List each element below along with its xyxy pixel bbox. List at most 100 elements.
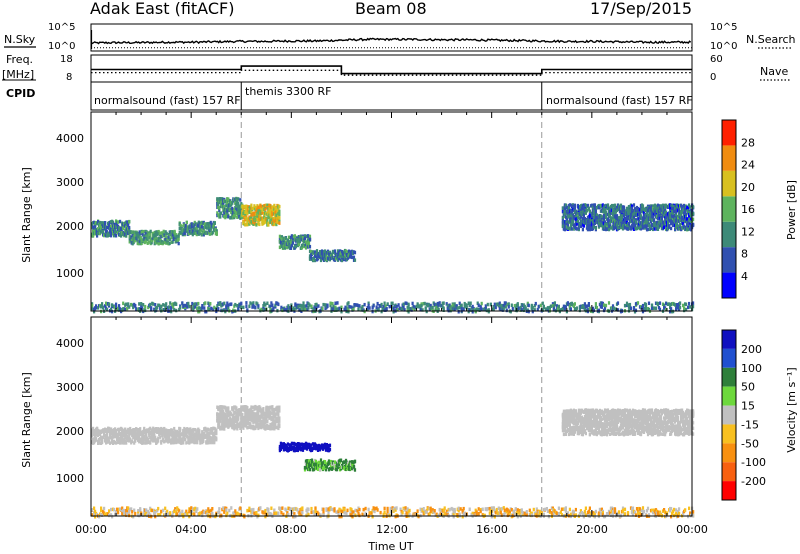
power-cell xyxy=(136,231,139,236)
power-cell xyxy=(645,211,649,215)
nave-label: Nave xyxy=(760,65,788,78)
velocity-cell xyxy=(277,413,280,417)
power-cell xyxy=(93,309,96,314)
power-cell xyxy=(210,306,213,311)
power-cell xyxy=(195,232,198,237)
power-cell xyxy=(150,240,153,245)
power-cell xyxy=(557,304,560,309)
power-cell xyxy=(604,215,608,219)
power-cell xyxy=(287,304,290,308)
velocity-cell xyxy=(131,439,134,444)
power-cell xyxy=(322,302,325,307)
power-cell xyxy=(537,304,540,309)
power-cell xyxy=(142,303,145,307)
power-cell xyxy=(216,304,219,308)
power-cell xyxy=(692,217,695,222)
power-cell xyxy=(566,211,569,216)
power-cell xyxy=(353,250,357,255)
power-cell xyxy=(497,304,500,308)
power-cell xyxy=(539,303,542,308)
power-cell xyxy=(208,232,211,236)
power-cell xyxy=(177,237,180,241)
date-label: 17/Sep/2015 xyxy=(590,0,692,18)
power-cell xyxy=(621,224,625,228)
velocity-cell xyxy=(310,448,314,452)
power-cell xyxy=(288,244,291,248)
power-cell xyxy=(113,233,116,238)
velocity-cell xyxy=(154,435,157,440)
power-cell xyxy=(291,241,294,245)
velocity-cell xyxy=(117,434,120,438)
power-cell xyxy=(91,306,94,311)
power-cell xyxy=(207,301,210,305)
velocity-cell xyxy=(143,434,146,439)
power-cell xyxy=(218,206,221,210)
power-cell xyxy=(646,213,650,217)
power-cell xyxy=(289,241,292,245)
velocity-cell xyxy=(198,432,201,436)
power-cell xyxy=(568,203,571,207)
power-cell xyxy=(590,221,593,225)
power-cell xyxy=(160,304,163,309)
x-tick: 00:00 xyxy=(75,523,107,536)
velocity-cell xyxy=(269,413,272,417)
power-cell xyxy=(133,239,136,243)
power-cell xyxy=(572,215,575,219)
power-cell xyxy=(230,302,233,306)
velocity-cell xyxy=(220,412,223,416)
power-cell xyxy=(102,306,105,310)
power-cell xyxy=(625,207,629,212)
power-cell xyxy=(308,234,312,239)
velocity-cell xyxy=(270,411,273,415)
power-cell xyxy=(403,308,406,312)
power-cell xyxy=(140,241,143,246)
power-cell xyxy=(262,308,265,312)
power-cell xyxy=(552,307,555,311)
power-cell xyxy=(102,229,105,234)
velocity-cell xyxy=(318,468,322,472)
velocity-cell xyxy=(175,440,178,445)
power-cell xyxy=(226,211,229,215)
x-tick: 12:00 xyxy=(376,523,408,536)
power-cell xyxy=(240,301,243,306)
power-cell xyxy=(234,302,237,307)
power-cell xyxy=(376,301,379,306)
power-cell xyxy=(621,226,625,230)
velocity-cell xyxy=(279,447,282,451)
velocity-cell xyxy=(280,442,283,446)
velocity-cell xyxy=(109,441,112,445)
power-cell xyxy=(388,304,391,309)
power-cell xyxy=(594,226,597,230)
power-cell xyxy=(125,234,128,238)
velocity-cell xyxy=(138,435,141,439)
power-cell xyxy=(569,307,572,311)
power-cell xyxy=(689,205,692,209)
power-cell xyxy=(520,308,523,312)
power-cell xyxy=(278,234,281,239)
power-cell xyxy=(289,246,292,250)
velocity-cell xyxy=(96,426,99,431)
power-cell xyxy=(171,240,174,244)
power-cell xyxy=(190,222,193,226)
power-cell xyxy=(602,303,606,307)
power-cell xyxy=(277,302,280,307)
power-cell xyxy=(240,305,243,309)
velocity-cell xyxy=(296,448,299,452)
power-cell xyxy=(97,220,100,224)
power-cell xyxy=(561,215,564,220)
power-cell xyxy=(593,204,596,208)
power-cell xyxy=(380,302,383,307)
velocity-cell xyxy=(128,433,131,437)
power-cell xyxy=(632,214,636,218)
velocity-cell xyxy=(240,405,243,409)
power-cell xyxy=(683,306,686,310)
power-cell xyxy=(604,303,608,308)
power-cell xyxy=(570,227,573,231)
power-cell xyxy=(571,204,574,209)
power-cell xyxy=(294,244,297,249)
power-cell xyxy=(474,309,477,314)
power-cell xyxy=(542,304,545,309)
power-cell xyxy=(371,306,374,310)
power-cell xyxy=(212,224,215,228)
power-cell xyxy=(328,250,332,255)
